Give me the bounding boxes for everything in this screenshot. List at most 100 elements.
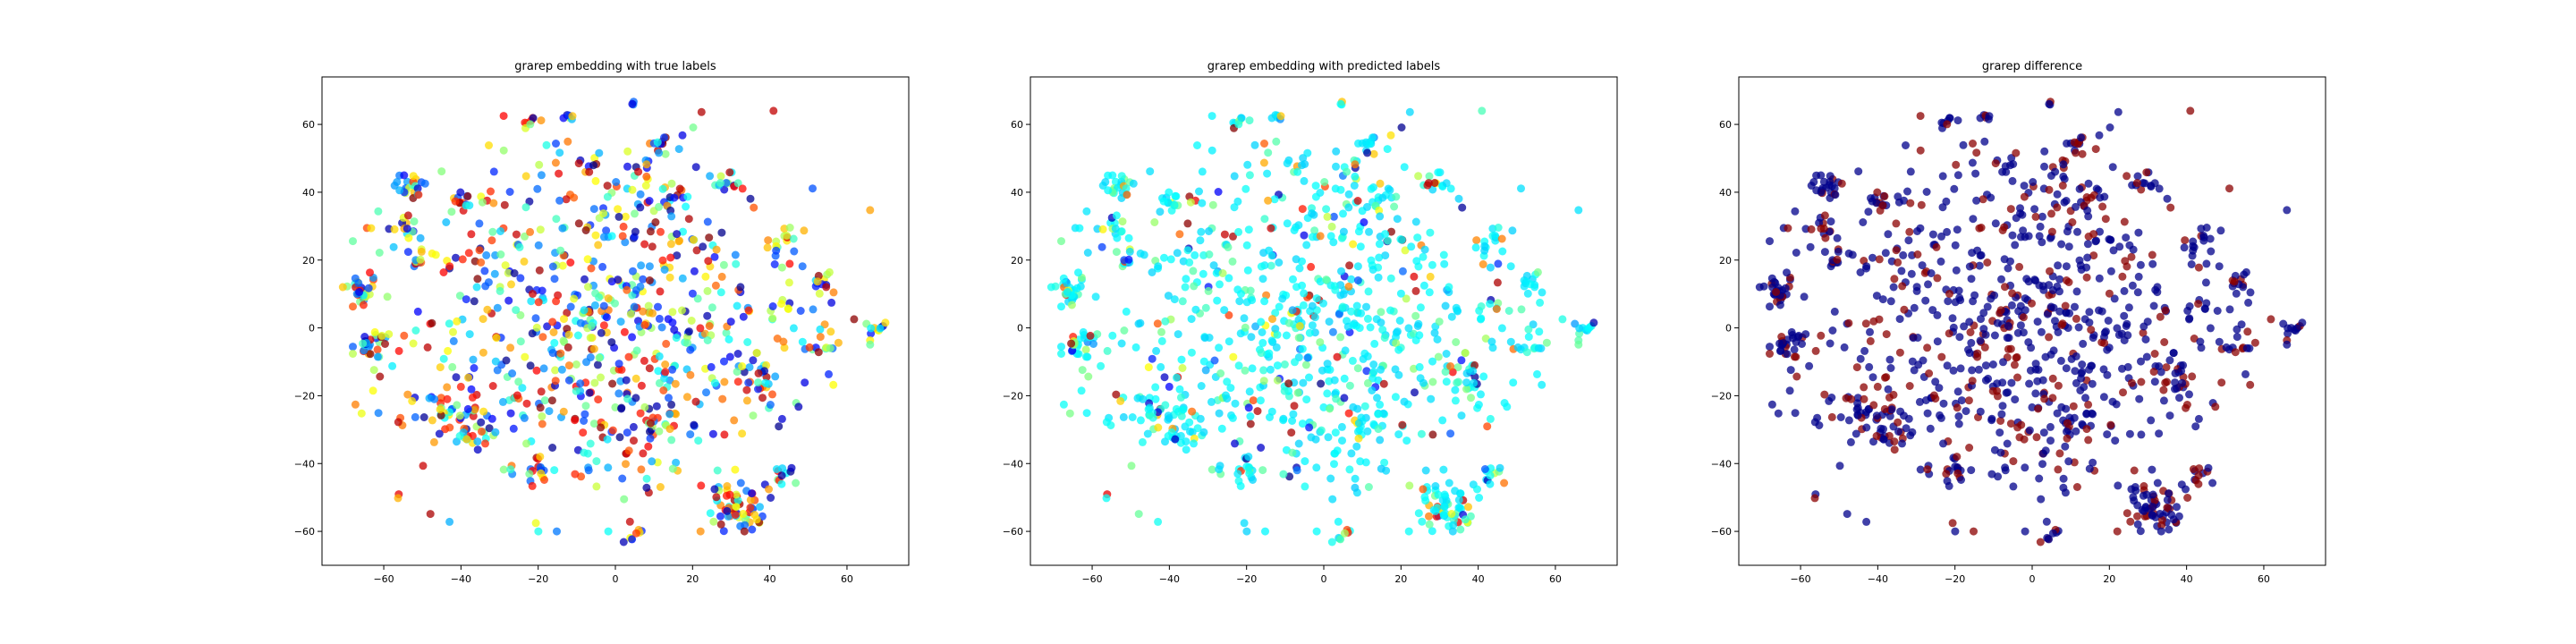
data-point bbox=[2148, 490, 2157, 499]
data-point bbox=[2007, 301, 2016, 309]
data-point bbox=[464, 249, 473, 258]
data-point bbox=[1265, 349, 1274, 358]
data-point bbox=[637, 381, 646, 390]
data-point bbox=[2127, 378, 2136, 387]
data-point bbox=[366, 350, 375, 359]
data-point bbox=[1316, 338, 1325, 347]
data-point bbox=[1260, 215, 1269, 224]
data-point bbox=[1283, 219, 1292, 228]
data-point bbox=[1445, 283, 1453, 292]
data-point bbox=[483, 305, 492, 314]
data-point bbox=[1405, 107, 1414, 116]
data-point bbox=[2084, 179, 2093, 188]
data-point bbox=[564, 343, 572, 352]
data-point bbox=[1784, 224, 1792, 233]
data-point bbox=[572, 386, 580, 395]
data-point bbox=[1312, 527, 1321, 536]
data-point bbox=[1924, 280, 1932, 289]
data-point bbox=[1272, 137, 1281, 146]
data-point bbox=[2165, 411, 2174, 420]
data-point bbox=[1154, 423, 1163, 432]
data-point bbox=[473, 445, 482, 454]
data-point bbox=[1373, 394, 1381, 402]
data-point bbox=[1160, 253, 1168, 262]
data-point bbox=[660, 133, 668, 142]
data-point bbox=[531, 519, 540, 528]
data-point bbox=[481, 282, 490, 291]
data-point bbox=[703, 217, 712, 226]
data-point bbox=[580, 306, 589, 315]
data-point bbox=[1234, 227, 1243, 236]
data-point bbox=[1910, 366, 1919, 375]
data-point bbox=[779, 337, 788, 346]
data-point bbox=[504, 268, 513, 277]
data-point bbox=[591, 289, 600, 298]
data-point bbox=[1166, 255, 1175, 264]
data-point bbox=[1067, 339, 1076, 348]
data-point bbox=[780, 343, 789, 352]
data-point bbox=[1377, 318, 1385, 327]
data-point bbox=[1295, 322, 1304, 330]
data-point bbox=[1323, 212, 1332, 221]
data-point bbox=[1259, 377, 1268, 386]
data-point bbox=[2139, 328, 2148, 337]
data-point bbox=[1224, 310, 1233, 319]
data-point bbox=[2012, 148, 2021, 157]
data-point bbox=[1412, 257, 1421, 266]
data-point bbox=[1800, 292, 1809, 301]
data-point bbox=[449, 327, 457, 336]
data-point bbox=[1236, 481, 1245, 490]
data-point bbox=[1400, 163, 1409, 172]
data-point bbox=[2148, 250, 2157, 259]
data-point bbox=[2043, 309, 2052, 318]
data-point bbox=[2057, 402, 2066, 411]
data-point bbox=[420, 179, 429, 188]
data-point bbox=[1364, 483, 1373, 491]
data-point bbox=[741, 521, 750, 530]
data-point bbox=[1301, 360, 1310, 369]
data-point bbox=[1259, 158, 1268, 167]
data-point bbox=[2016, 233, 2025, 242]
data-point bbox=[535, 266, 544, 275]
data-point bbox=[672, 334, 681, 343]
data-point bbox=[1481, 335, 1490, 343]
data-point bbox=[1181, 283, 1190, 292]
data-point bbox=[2100, 192, 2109, 201]
data-point bbox=[614, 205, 623, 214]
data-point bbox=[1980, 137, 1989, 146]
data-point bbox=[1862, 423, 1871, 432]
data-point bbox=[697, 107, 706, 116]
data-point bbox=[827, 298, 836, 307]
data-point bbox=[470, 297, 479, 306]
data-point bbox=[489, 199, 498, 208]
data-point bbox=[1159, 197, 1168, 206]
data-point bbox=[1467, 394, 1475, 402]
data-point bbox=[1165, 382, 1174, 391]
data-point bbox=[631, 394, 640, 402]
data-point bbox=[1928, 230, 1937, 239]
data-point bbox=[2013, 373, 2021, 382]
data-point bbox=[2194, 414, 2203, 423]
data-point bbox=[784, 305, 792, 313]
data-point bbox=[1349, 320, 1358, 329]
x-tick-label: 40 bbox=[2181, 573, 2193, 585]
data-point bbox=[1289, 410, 1298, 419]
data-point bbox=[473, 437, 482, 446]
data-point bbox=[1965, 262, 1974, 271]
data-point bbox=[1312, 294, 1321, 303]
data-point bbox=[2087, 193, 2096, 202]
data-point bbox=[532, 366, 541, 375]
data-point bbox=[2030, 275, 2039, 284]
data-point bbox=[1538, 288, 1546, 297]
data-point bbox=[1497, 234, 1506, 243]
data-point bbox=[1193, 424, 1202, 433]
data-point bbox=[1420, 493, 1429, 502]
data-point bbox=[655, 427, 664, 436]
data-point bbox=[805, 343, 814, 352]
data-point bbox=[2072, 314, 2080, 323]
data-point bbox=[1983, 302, 1992, 311]
data-point bbox=[1775, 301, 1784, 309]
data-point bbox=[1117, 172, 1126, 181]
data-point bbox=[516, 274, 525, 283]
data-point bbox=[1331, 285, 1340, 294]
